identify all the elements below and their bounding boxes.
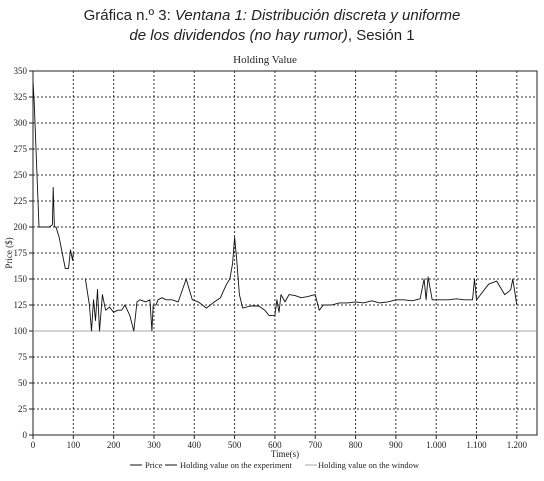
x-tick-label: 1.000 [426, 440, 447, 450]
x-tick-label: 900 [389, 440, 403, 450]
y-tick-label: 350 [14, 66, 28, 76]
chart-title: Holding Value [233, 54, 297, 66]
y-tick-label: 0 [23, 430, 28, 440]
y-tick-label: 175 [14, 248, 28, 258]
x-tick-label: 700 [308, 440, 322, 450]
y-tick-label: 100 [14, 326, 28, 336]
y-tick-label: 225 [14, 196, 28, 206]
legend-label: Holding value on the experiment [180, 460, 293, 470]
caption-subtitle: de los dividendos (no hay rumor) [129, 27, 348, 44]
caption-number: Gráfica n.º 3: [83, 7, 175, 24]
figure-caption-line-1: Gráfica n.º 3: Ventana 1: Distribución d… [0, 6, 544, 26]
series-line-1 [84, 236, 518, 332]
y-tick-label: 50 [18, 378, 28, 388]
x-tick-label: 100 [67, 440, 81, 450]
x-tick-label: 0 [31, 440, 36, 450]
y-tick-label: 75 [18, 352, 28, 362]
y-tick-label: 200 [14, 222, 28, 232]
x-tick-label: 400 [188, 440, 202, 450]
x-tick-label: 1.200 [507, 440, 528, 450]
y-axis-label: Price ($) [4, 237, 14, 268]
x-tick-label: 1.100 [466, 440, 487, 450]
chart-grid [33, 71, 537, 435]
y-tick-label: 300 [14, 118, 28, 128]
figure-caption-line-2: de los dividendos (no hay rumor), Sesión… [0, 26, 544, 46]
series-line-0 [32, 81, 74, 270]
x-tick-label: 200 [107, 440, 121, 450]
x-axis-label: Time(s) [271, 449, 299, 459]
y-axis-ticks: 0 25 50 75 100 125 150 175 200 225 250 275 300 325 350 [14, 66, 33, 440]
caption-session: , Sesión 1 [347, 27, 415, 44]
figure-caption: Gráfica n.º 3: Ventana 1: Distribución d… [0, 6, 544, 46]
legend-label: Price [145, 460, 163, 470]
caption-window-title: Ventana 1: Distribución discreta y unifo… [174, 7, 461, 24]
y-tick-label: 250 [14, 170, 28, 180]
y-tick-label: 25 [18, 404, 28, 414]
y-tick-label: 125 [14, 300, 28, 310]
x-tick-label: 500 [228, 440, 242, 450]
x-tick-label: 800 [349, 440, 363, 450]
series-layer [32, 81, 537, 332]
y-tick-label: 325 [14, 92, 28, 102]
chart-legend: Price Holding value on the experiment Hold… [130, 460, 420, 470]
y-tick-label: 150 [14, 274, 28, 284]
x-axis-ticks: 0 100 200 300 400 500 600 700 800 900 1.000 1.100 1.… [31, 435, 528, 450]
x-tick-label: 300 [147, 440, 161, 450]
x-tick-label: 600 [268, 440, 282, 450]
legend-label: Holding value on the window [318, 460, 420, 470]
y-tick-label: 275 [14, 144, 28, 154]
